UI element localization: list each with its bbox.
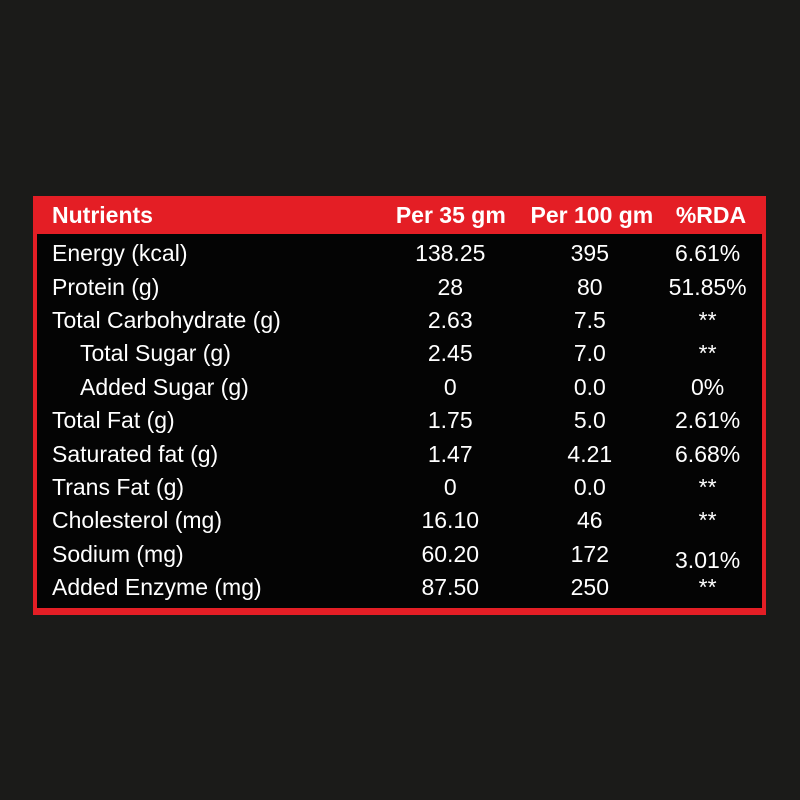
rda-text: ** bbox=[698, 574, 717, 601]
rda-value: ** bbox=[653, 507, 762, 534]
per-100gm-value: 5.0 bbox=[573, 407, 606, 434]
nutrient-label: Trans Fat (g) bbox=[52, 473, 185, 500]
nutrient-label: Saturated fat (g) bbox=[52, 440, 219, 467]
rda-value: ** bbox=[653, 574, 762, 601]
table-row: Total Sugar (g) 2.45 7.0 ** bbox=[37, 337, 762, 370]
table-row: Energy (kcal) 138.25 395 6.61% bbox=[37, 237, 762, 270]
table-header-row: Nutrients Per 35 gm Per 100 gm %RDA bbox=[33, 196, 766, 234]
per-100gm-value: 395 bbox=[570, 240, 609, 267]
nutrient-label: Total Sugar (g) bbox=[80, 340, 231, 367]
per-35gm-value: 60.20 bbox=[421, 540, 480, 567]
rda-text: 6.61% bbox=[675, 240, 741, 267]
nutrient-label: Total Fat (g) bbox=[52, 407, 175, 434]
table-row: Protein (g) 28 80 51.85% bbox=[37, 270, 762, 303]
rda-text: 2.61% bbox=[675, 407, 741, 434]
per-100gm-value: 250 bbox=[570, 574, 609, 601]
rda-text: ** bbox=[698, 340, 717, 367]
rda-value: 51.85% bbox=[653, 274, 762, 301]
table-row: Total Fat (g) 1.75 5.0 2.61% bbox=[37, 404, 762, 437]
rda-value: 2.61% bbox=[653, 407, 762, 434]
per-35gm-value: 0 bbox=[443, 373, 457, 400]
rda-text: 3.01% bbox=[675, 546, 741, 573]
rda-text: 6.68% bbox=[675, 440, 741, 467]
per-100gm-value: 4.21 bbox=[567, 440, 613, 467]
nutrient-label: Added Sugar (g) bbox=[80, 373, 249, 400]
nutrient-label: Protein (g) bbox=[52, 273, 160, 300]
nutrient-label: Total Carbohydrate (g) bbox=[52, 306, 281, 333]
rda-text: ** bbox=[698, 507, 717, 534]
header-per-35gm: Per 35 gm bbox=[395, 201, 506, 228]
nutrient-label: Energy (kcal) bbox=[52, 240, 188, 267]
per-100gm-value: 172 bbox=[570, 540, 609, 567]
nutrition-facts-table: Nutrients Per 35 gm Per 100 gm %RDA Ener… bbox=[33, 196, 766, 616]
per-100gm-value: 80 bbox=[577, 273, 603, 300]
nutrient-label: Added Enzyme (mg) bbox=[52, 574, 262, 601]
rda-value: ** bbox=[653, 307, 762, 334]
per-35gm-value: 28 bbox=[437, 273, 464, 300]
per-35gm-value: 2.45 bbox=[427, 340, 473, 367]
table-row: Added Enzyme (mg) 87.50 250 ** bbox=[37, 571, 762, 604]
rda-text: ** bbox=[698, 473, 717, 500]
table-row: Sodium (mg) 60.20 172 3.01% bbox=[37, 538, 762, 573]
per-100gm-value: 7.5 bbox=[573, 306, 606, 333]
per-100gm-value: 0.0 bbox=[573, 373, 606, 400]
per-35gm-value: 1.47 bbox=[427, 440, 473, 467]
per-35gm-value: 16.10 bbox=[421, 507, 480, 534]
per-35gm-value: 1.75 bbox=[427, 407, 473, 434]
per-35gm-value: 0 bbox=[443, 473, 457, 500]
rda-value: 6.68% bbox=[653, 441, 762, 468]
table-row: Saturated fat (g) 1.47 4.21 6.68% bbox=[37, 437, 762, 470]
table-row: Cholesterol (mg) 16.10 46 ** bbox=[37, 504, 762, 537]
rda-value: 3.01% bbox=[653, 541, 762, 573]
rda-value: 6.61% bbox=[653, 240, 762, 267]
table-row: Total Carbohydrate (g) 2.63 7.5 ** bbox=[37, 304, 762, 337]
table-row: Trans Fat (g) 0 0.0 ** bbox=[37, 471, 762, 504]
nutrient-label: Cholesterol (mg) bbox=[52, 507, 222, 534]
per-35gm-value: 138.25 bbox=[415, 240, 486, 267]
rda-value: 0% bbox=[653, 374, 762, 401]
header-rda: %RDA bbox=[675, 201, 747, 228]
per-100gm-value: 7.0 bbox=[573, 340, 606, 367]
rda-value: ** bbox=[653, 474, 762, 501]
table-row: Added Sugar (g) 0 0.0 0% bbox=[37, 371, 762, 404]
rda-text: 0% bbox=[691, 373, 725, 400]
header-nutrients: Nutrients bbox=[52, 201, 153, 228]
per-35gm-value: 87.50 bbox=[421, 574, 480, 601]
rda-text: 51.85% bbox=[668, 273, 747, 300]
table-body: Energy (kcal) 138.25 395 6.61% Protein (g) 28… bbox=[33, 234, 766, 616]
per-100gm-value: 46 bbox=[577, 507, 603, 534]
rda-text: ** bbox=[698, 306, 717, 333]
per-35gm-value: 2.63 bbox=[427, 306, 473, 333]
rda-value: ** bbox=[653, 340, 762, 367]
header-per-100gm: Per 100 gm bbox=[530, 201, 654, 228]
per-100gm-value: 0.0 bbox=[573, 473, 606, 500]
nutrient-label: Sodium (mg) bbox=[52, 540, 184, 567]
